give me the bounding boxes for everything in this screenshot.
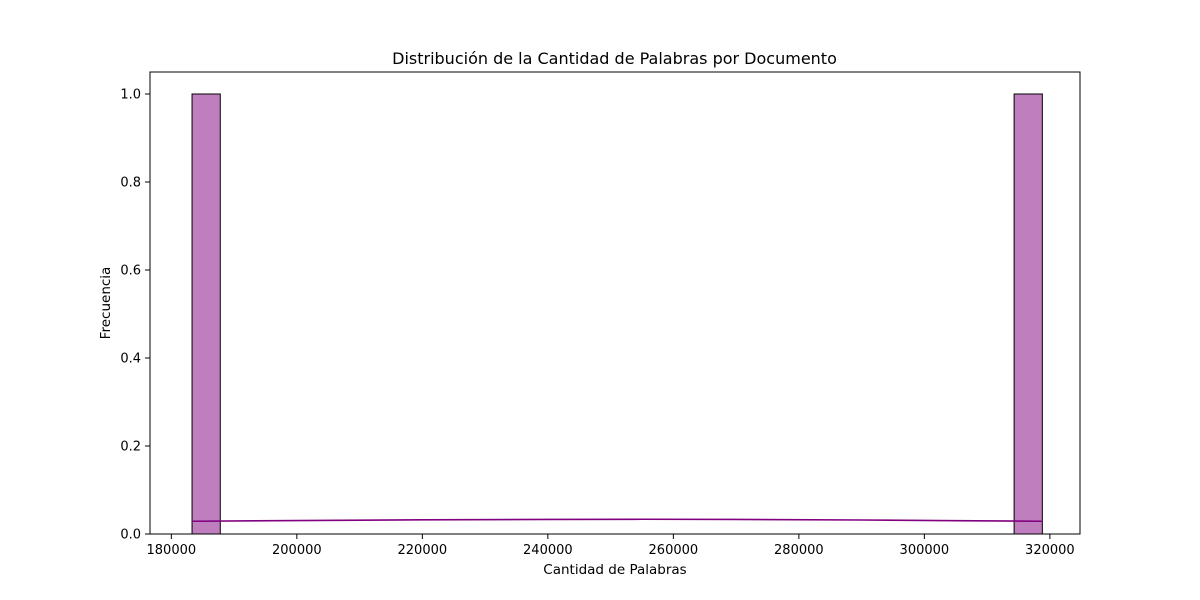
x-axis-title: Cantidad de Palabras <box>543 562 686 578</box>
kde-curve <box>192 518 1043 523</box>
y-tick-label: 0.4 <box>120 352 141 367</box>
x-tick-label: 280000 <box>774 543 824 558</box>
y-tick-label: 1.0 <box>120 88 141 103</box>
y-tick-label: 0.0 <box>120 528 141 543</box>
chart-title: Distribución de la Cantidad de Palabras … <box>392 49 837 68</box>
plot-frame <box>149 71 1081 535</box>
x-tick-label: 320000 <box>1025 543 1075 558</box>
histogram-bar-1 <box>191 93 221 535</box>
x-tick-label: 180000 <box>147 543 197 558</box>
y-axis: 0.0 0.2 0.4 0.6 0.8 1.0 <box>120 88 150 543</box>
y-axis-title: Frecuencia <box>98 267 114 340</box>
x-tick-label: 300000 <box>900 543 950 558</box>
y-tick-label: 0.2 <box>120 440 141 455</box>
x-tick-label: 240000 <box>523 543 573 558</box>
x-tick-label: 260000 <box>649 543 699 558</box>
y-tick-label: 0.8 <box>120 176 141 191</box>
x-tick-label: 220000 <box>398 543 448 558</box>
histogram-bar-2 <box>1013 93 1043 535</box>
x-axis: 180000 200000 220000 240000 260000 280000 3000… <box>147 534 1075 558</box>
y-tick-label: 0.6 <box>120 264 141 279</box>
x-tick-label: 200000 <box>272 543 322 558</box>
kde-layer <box>192 518 1043 523</box>
bars-layer <box>191 93 1043 535</box>
